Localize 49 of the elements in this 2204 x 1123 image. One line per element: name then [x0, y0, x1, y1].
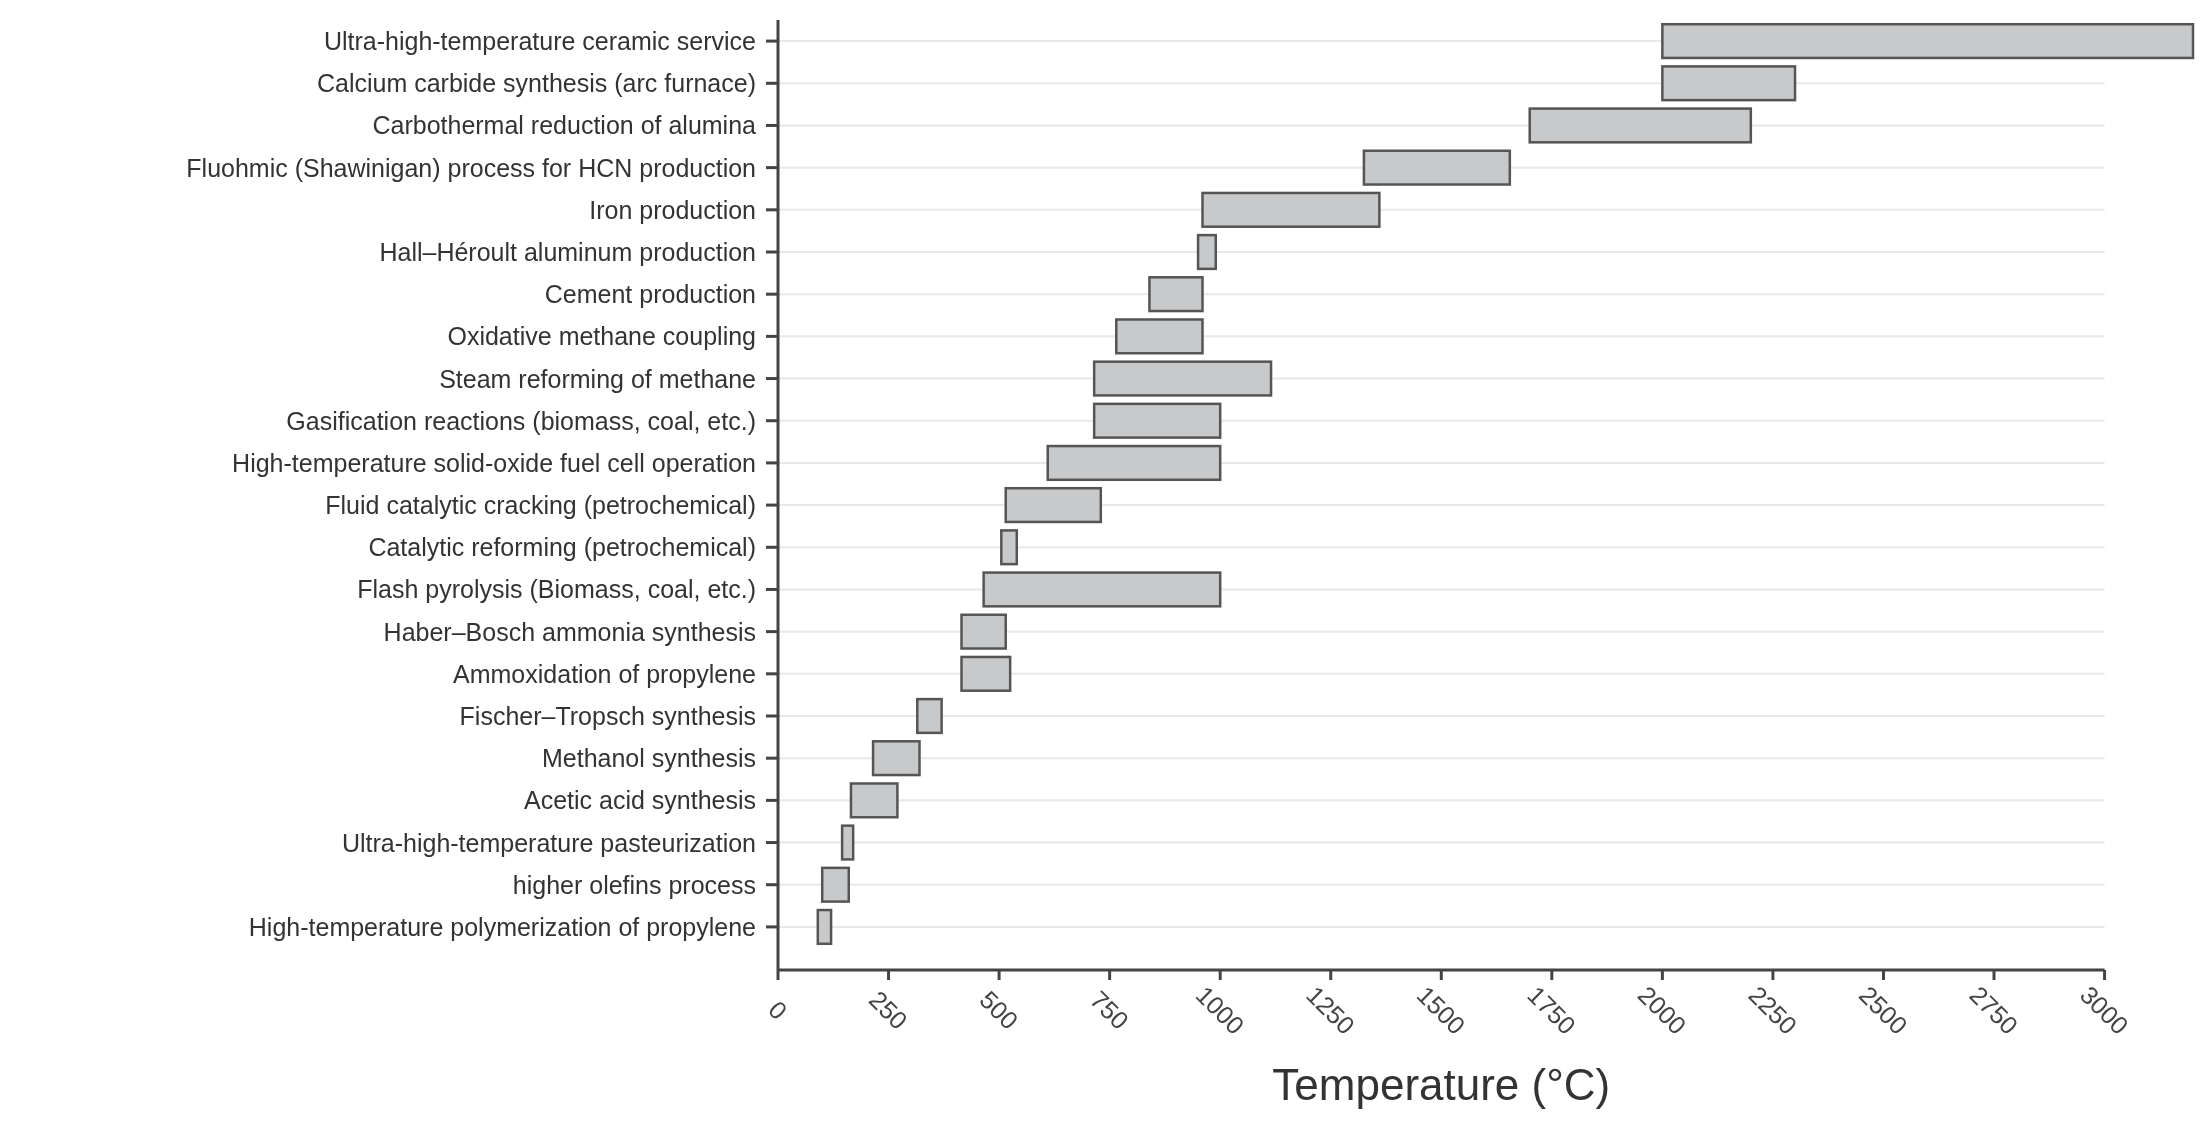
- y-tick-label: Ultra-high-temperature ceramic service: [323, 27, 756, 56]
- y-tick-label: Fluid catalytic cracking (petrochemical): [325, 491, 756, 520]
- y-tick-label: Iron production: [589, 195, 756, 224]
- y-tick-label: Hall–Héroult aluminum production: [379, 238, 756, 266]
- bar: [1115, 318, 1204, 355]
- bar: [1362, 149, 1512, 186]
- y-tick-label: Haber–Bosch ammonia synthesis: [383, 617, 756, 646]
- bar: [1046, 444, 1222, 482]
- y-tick-label: High-temperature solid-oxide fuel cell operation: [232, 448, 756, 477]
- y-tick-label: Gasification reactions (biomass, coal, etc.): [286, 406, 756, 435]
- bar: [1092, 360, 1273, 397]
- y-tick-label: Carbothermal reduction of alumina: [372, 111, 757, 140]
- x-tick-label: 0: [763, 995, 793, 1025]
- y-tick-label: Steam reforming of methane: [439, 364, 756, 393]
- y-tick-label: High-temperature polymerization of propylene: [248, 912, 756, 941]
- bar: [1092, 402, 1222, 439]
- y-tick-label: Calcium carbide synthesis (arc furnace): [316, 69, 756, 98]
- bar: [1196, 233, 1218, 271]
- x-tick-label: 500: [974, 985, 1024, 1035]
- bar: [1148, 276, 1204, 313]
- bar: [849, 782, 899, 819]
- bar: [916, 697, 943, 735]
- bar: [816, 908, 833, 946]
- bar: [982, 571, 1222, 608]
- y-tick-label: Ammoxidation of propylene: [453, 659, 756, 688]
- bar: [1004, 486, 1103, 524]
- bar: [871, 740, 921, 777]
- y-tick-label: higher olefins process: [512, 870, 756, 899]
- y-tick-label: Cement production: [544, 280, 756, 309]
- x-tick-label: 750: [1084, 985, 1135, 1035]
- x-tick-label: 250: [863, 985, 914, 1035]
- y-tick-label: Fluohmic (Shawinigan) process for HCN production: [186, 153, 756, 182]
- bar: [1528, 107, 1753, 144]
- bar: [1661, 22, 2195, 60]
- y-tick-label: Fischer–Tropsch synthesis: [459, 702, 756, 730]
- y-tick-label: Oxidative methane coupling: [447, 322, 756, 351]
- bar: [1661, 65, 1797, 102]
- x-axis-title: Temperature (°C): [1272, 1060, 1611, 1109]
- bar: [840, 824, 855, 861]
- bar: [960, 613, 1007, 650]
- bar: [820, 866, 850, 903]
- bar: [1000, 529, 1019, 566]
- bar: [960, 655, 1012, 692]
- y-tick-label: Ultra-high-temperature pasteurization: [341, 828, 756, 857]
- y-tick-label: Catalytic reforming (petrochemical): [368, 533, 756, 562]
- y-tick-label: Methanol synthesis: [541, 744, 756, 773]
- y-tick-label: Flash pyrolysis (Biomass, coal, etc.): [357, 575, 756, 604]
- y-tick-label: Acetic acid synthesis: [523, 786, 756, 815]
- bar: [1201, 191, 1381, 228]
